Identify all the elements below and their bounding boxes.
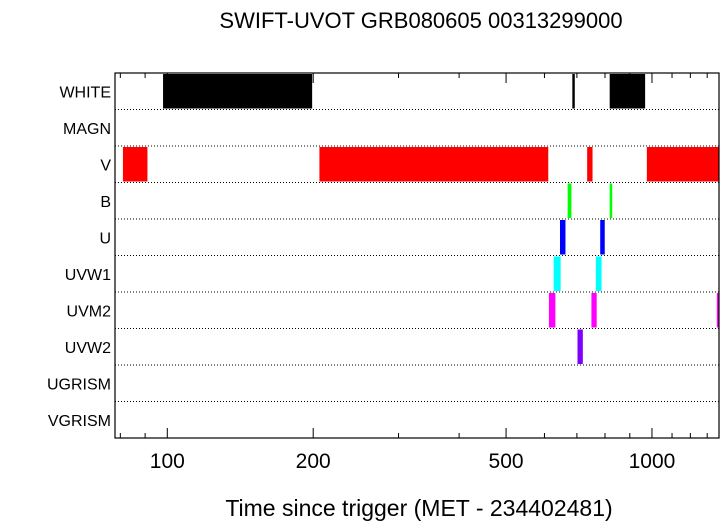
chart-title: SWIFT-UVOT GRB080605 00313299000 (219, 8, 622, 33)
row-label-b: B (100, 194, 111, 211)
row-label-u: U (99, 230, 111, 247)
row-label-white: WHITE (59, 84, 111, 101)
exposure-bar-v (122, 147, 148, 182)
exposure-bar-b (567, 183, 572, 218)
row-label-vgrism: VGRISM (48, 413, 111, 430)
exposure-bar-uvm2 (591, 293, 597, 328)
exposure-bar-v (319, 147, 549, 182)
plot-frame (114, 72, 720, 439)
exposure-bar-uvm2 (548, 293, 556, 328)
exposure-bar-white (163, 74, 313, 109)
exposure-bar-uvw2 (577, 329, 583, 364)
exposure-bar-uvm2 (716, 293, 719, 328)
row-label-magn: MAGN (63, 121, 111, 138)
exposure-bar-v (646, 147, 719, 182)
exposure-bar-v (587, 147, 593, 182)
exposure-bar-u (559, 220, 566, 255)
row-label-uvw2: UVW2 (65, 340, 111, 357)
row-label-uvw1: UVW1 (65, 267, 111, 284)
x-tick-label: 500 (489, 450, 524, 473)
exposure-bars (122, 74, 719, 364)
exposure-bar-uvw1 (595, 256, 602, 291)
exposure-bar-u (600, 220, 605, 255)
x-tick-label: 1000 (629, 450, 676, 473)
exposure-bar-white (609, 74, 646, 109)
x-tick-label: 100 (150, 450, 185, 473)
row-label-uvm2: UVM2 (67, 303, 112, 320)
x-axis-ticks: 100 200 500 1000 (119, 73, 708, 473)
exposure-bar-b (609, 183, 613, 218)
x-axis-label: Time since trigger (MET - 234402481) (225, 495, 612, 521)
exposure-bar-uvw1 (553, 256, 561, 291)
filter-rows: WHITE MAGN V B U UVW1 UVM2 UVW2 UGRISM VGRISM (47, 84, 719, 430)
exposure-bar-white (572, 74, 575, 109)
row-label-ugrism: UGRISM (47, 376, 111, 393)
x-tick-label: 200 (296, 450, 331, 473)
row-label-v: V (100, 157, 111, 174)
